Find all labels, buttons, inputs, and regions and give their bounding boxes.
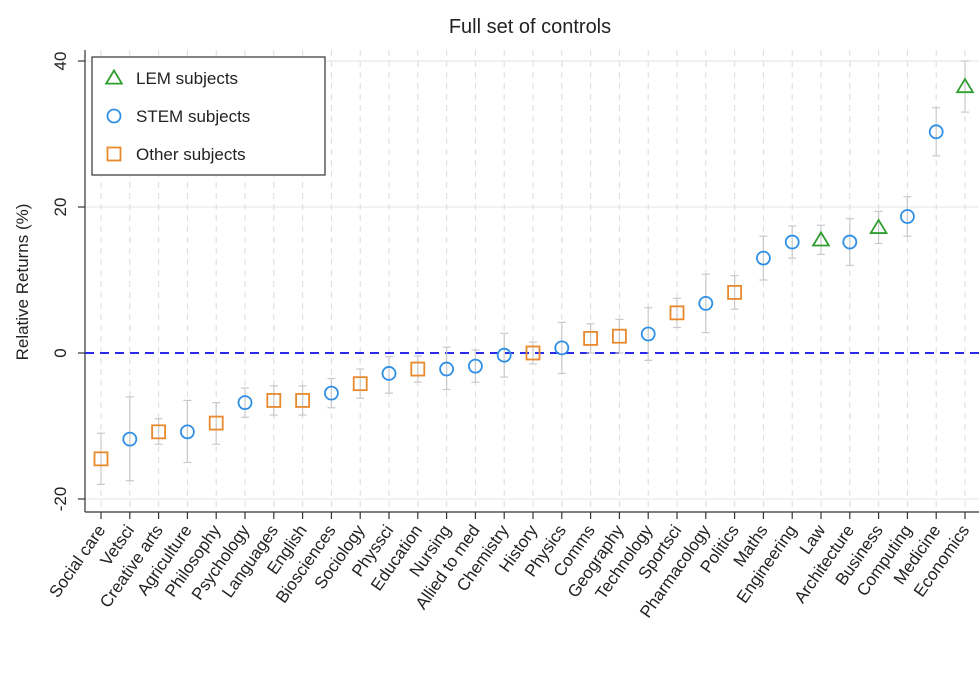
legend-label: Other subjects xyxy=(136,145,246,164)
data-point-stem xyxy=(756,250,771,266)
data-point-stem xyxy=(179,424,195,440)
legend-box xyxy=(91,56,326,176)
data-point-other xyxy=(208,415,224,431)
data-point-other xyxy=(151,424,167,440)
data-point-stem xyxy=(900,209,915,224)
data-point-stem xyxy=(842,234,858,250)
legend-label: LEM subjects xyxy=(136,69,238,88)
data-point-other xyxy=(669,305,685,321)
data-point-other xyxy=(266,393,282,408)
data-point-other xyxy=(295,393,311,408)
data-point-lem xyxy=(811,230,831,247)
data-point-lem xyxy=(955,77,975,94)
data-point-other xyxy=(525,345,541,361)
data-point-stem xyxy=(554,340,570,356)
data-point-other xyxy=(410,361,426,377)
data-point-stem xyxy=(496,347,512,363)
data-point-other xyxy=(352,376,368,392)
legend-marker xyxy=(106,146,122,162)
legend-marker xyxy=(104,68,124,85)
data-point-stem xyxy=(439,361,455,377)
legend-label: STEM subjects xyxy=(136,107,250,126)
y-tick-label: 20 xyxy=(51,198,70,217)
data-point-stem xyxy=(928,124,944,140)
y-tick-label: -20 xyxy=(51,487,70,512)
data-marks xyxy=(85,60,979,485)
data-point-stem xyxy=(237,395,253,411)
data-point-other xyxy=(612,328,627,344)
data-point-stem xyxy=(698,295,714,311)
data-point-lem xyxy=(869,218,889,234)
y-tick-label: 40 xyxy=(51,52,70,71)
legend: LEM subjects STEM subjects Other subjects xyxy=(91,56,326,176)
y-axis-label: Relative Returns (%) xyxy=(13,204,32,361)
data-point-stem xyxy=(784,234,800,250)
legend-marker xyxy=(106,108,122,124)
data-point-stem xyxy=(640,326,656,342)
data-point-stem xyxy=(122,431,138,447)
data-point-other xyxy=(93,451,109,467)
y-tick-label: 0 xyxy=(51,348,70,357)
data-point-stem xyxy=(467,358,483,374)
data-point-other xyxy=(727,285,742,300)
data-point-other xyxy=(583,330,598,346)
chart-title: Full set of controls xyxy=(449,16,611,38)
data-point-stem xyxy=(381,366,397,381)
data-point-stem xyxy=(323,385,339,401)
